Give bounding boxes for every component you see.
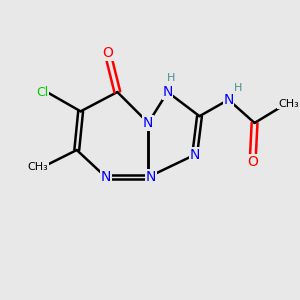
Text: CH₃: CH₃ [278,99,299,109]
Text: N: N [162,85,173,99]
Text: O: O [102,46,113,60]
Text: N: N [190,148,200,162]
Text: H: H [167,74,176,83]
Text: H: H [234,83,242,93]
Text: Cl: Cl [36,85,48,98]
Text: CH₃: CH₃ [28,162,49,172]
Text: N: N [100,170,111,184]
Text: N: N [223,93,234,107]
Text: O: O [247,154,258,169]
Text: N: N [146,170,156,184]
Text: N: N [143,116,154,130]
